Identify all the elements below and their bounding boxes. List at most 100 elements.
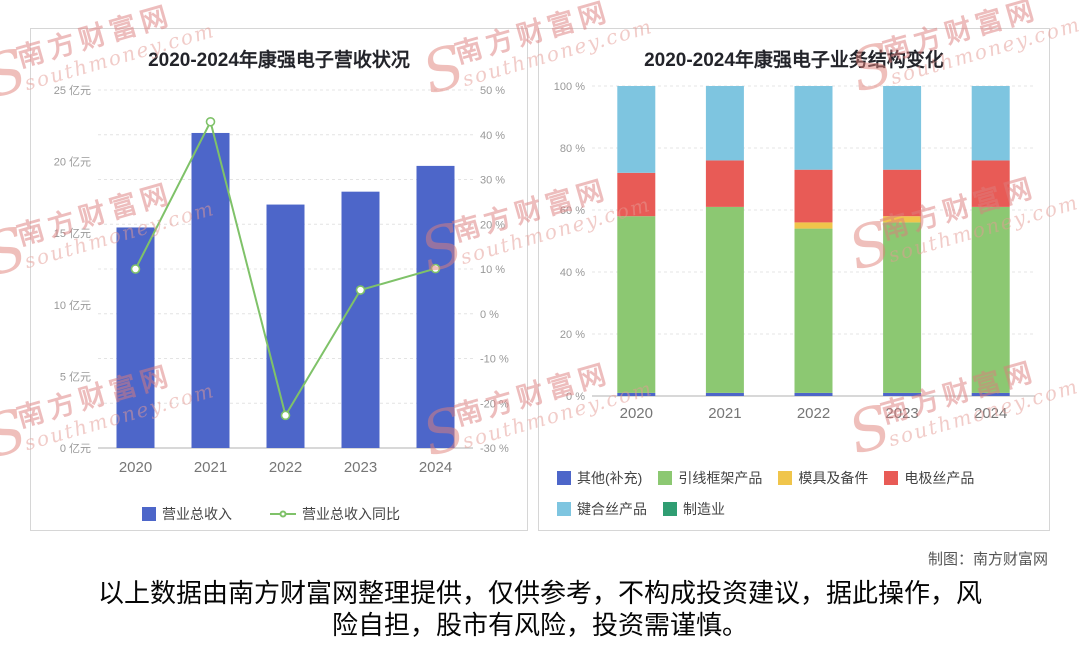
right-axis-tick-label: 30 % — [480, 175, 505, 187]
watermark-logo-s-icon: S — [0, 35, 35, 112]
yoy-line-marker — [205, 116, 215, 127]
y-axis-tick-label: 20 % — [559, 329, 584, 341]
stack-segment — [971, 86, 1010, 161]
structure-chart-panel: 2020-2024年康强电子业务结构变化 0 % 20 % 40 % 60 % 80 %… — [538, 28, 1050, 531]
right-axis-tick-label: -30 % — [480, 443, 509, 455]
legend-item: 模具及备件 — [778, 468, 868, 488]
y-axis-tick-label: 40 % — [559, 267, 584, 279]
right-axis-tick-label: -10 % — [480, 354, 509, 366]
legend-item: 键合丝产品 — [557, 499, 647, 519]
legend-label: 营业总收入同比 — [302, 506, 400, 522]
legend-item: 营业总收入 — [142, 504, 232, 524]
legend-label: 制造业 — [683, 501, 725, 517]
right-axis-tick-label: 0 % — [480, 309, 499, 321]
x-axis-category-label: 2020 — [118, 459, 151, 476]
x-axis-category-label: 2023 — [885, 405, 918, 422]
legend-line-dot-icon — [279, 510, 287, 518]
legend-item: 引线框架产品 — [658, 468, 762, 488]
right-axis-tick-label: 10 % — [480, 264, 505, 276]
yoy-line-marker — [355, 285, 365, 295]
stack-segment — [616, 216, 655, 393]
left-axis-tick-label: 5 亿元 — [59, 370, 90, 383]
legend-swatch-icon — [884, 471, 899, 485]
stack-segment — [705, 206, 744, 393]
stack-segment — [794, 392, 832, 396]
legend-swatch-icon — [142, 507, 156, 521]
structure-chart-legend: 其他(补充) 引线框架产品 模具及备件 电极丝产品键合丝产品 制造业 — [557, 468, 1027, 519]
disclaimer-text: 以上数据由南方财富网整理提供，仅供参考，不构成投资建议，据此操作，风险自担，股市… — [97, 578, 982, 640]
y-axis-tick-label: 60 % — [559, 205, 584, 217]
stack-segment — [882, 216, 921, 223]
x-axis-category-label: 2022 — [796, 405, 829, 422]
legend-item: 其他(补充) — [557, 468, 642, 488]
left-axis-tick-label: 15 亿元 — [53, 227, 90, 240]
revenue-chart-legend: 营业总收入 营业总收入同比 — [31, 504, 527, 524]
legend-item: 制造业 — [663, 499, 725, 519]
x-axis-category-label: 2023 — [343, 459, 376, 476]
legend-line-marker-icon — [270, 510, 296, 518]
y-axis-tick-label: 100 % — [553, 81, 584, 93]
revenue-bar — [416, 165, 454, 448]
left-axis-tick-label: 10 亿元 — [53, 299, 90, 312]
x-axis-category-label: 2021 — [193, 459, 226, 476]
stack-segment — [971, 160, 1010, 207]
legend-swatch-icon — [663, 502, 677, 516]
legend-swatch-icon — [557, 471, 571, 485]
x-axis-category-label: 2020 — [619, 405, 652, 422]
charts-row: 2020-2024年康强电子营收状况 -30 % -20 % -10 % 0 % 10 … — [30, 28, 1050, 531]
revenue-bar — [116, 227, 154, 448]
stack-segment — [794, 222, 832, 229]
structure-chart-title: 2020-2024年康强电子业务结构变化 — [644, 50, 944, 71]
stack-segment — [705, 160, 744, 207]
stack-segment — [705, 392, 744, 396]
right-axis-tick-label: 50 % — [480, 85, 505, 97]
y-axis-tick-label: 80 % — [559, 143, 584, 155]
stack-segment — [794, 169, 832, 223]
legend-swatch-icon — [658, 471, 673, 485]
legend-label: 键合丝产品 — [577, 501, 647, 517]
legend-label: 营业总收入 — [162, 506, 232, 522]
credit-text: 制图：南方财富网 — [927, 551, 1048, 568]
left-axis-tick-label: 0 亿元 — [59, 442, 90, 455]
stack-segment — [882, 222, 921, 393]
legend-item: 电极丝产品 — [884, 468, 974, 488]
stack-segment — [971, 206, 1010, 393]
x-axis-category-label: 2021 — [708, 405, 741, 422]
legend-swatch-icon — [778, 471, 793, 485]
left-axis-tick-label: 20 亿元 — [53, 156, 90, 169]
right-axis-tick-label: -20 % — [480, 398, 509, 410]
right-axis-tick-label: 20 % — [480, 219, 505, 231]
watermark-logo-s-icon: S — [0, 395, 35, 472]
stack-segment — [705, 86, 744, 161]
x-axis-category-label: 2024 — [418, 459, 451, 476]
stack-segment — [882, 169, 921, 217]
revenue-bar — [266, 204, 304, 448]
legend-swatch-icon — [557, 502, 571, 516]
revenue-combo-chart: -30 % -20 % -10 % 0 % 10 % 20 % 30 % 40 % 50 % 0 … — [53, 84, 509, 476]
yoy-line-marker — [130, 264, 140, 274]
legend-label: 其他(补充) — [577, 470, 643, 486]
stack-segment — [882, 86, 921, 170]
structure-stacked-chart: 0 % 20 % 40 % 60 % 80 % 100 % 2020 2021 2022 2023… — [553, 81, 1035, 422]
legend-label: 模具及备件 — [798, 470, 869, 486]
stack-segment — [616, 172, 655, 217]
legend-item: 营业总收入同比 — [270, 504, 400, 524]
left-axis-tick-label: 25 亿元 — [53, 84, 90, 97]
x-axis-category-label: 2024 — [974, 405, 1007, 422]
revenue-chart-panel: 2020-2024年康强电子营收状况 -30 % -20 % -10 % 0 % 10 … — [30, 28, 528, 531]
legend-label: 引线框架产品 — [678, 470, 763, 486]
y-axis-tick-label: 0 % — [566, 391, 585, 403]
legend-label: 电极丝产品 — [904, 470, 975, 486]
stack-segment — [794, 86, 832, 170]
revenue-bar — [191, 132, 229, 448]
stack-segment — [616, 392, 655, 396]
stack-segment — [971, 392, 1010, 396]
x-axis-category-label: 2022 — [268, 459, 301, 476]
stack-segment — [794, 228, 832, 393]
revenue-chart-title: 2020-2024年康强电子营收状况 — [148, 50, 410, 71]
watermark-logo-s-icon: S — [0, 213, 35, 290]
stack-segment — [882, 392, 921, 396]
yoy-line-marker — [280, 410, 290, 421]
revenue-bar — [341, 191, 379, 448]
